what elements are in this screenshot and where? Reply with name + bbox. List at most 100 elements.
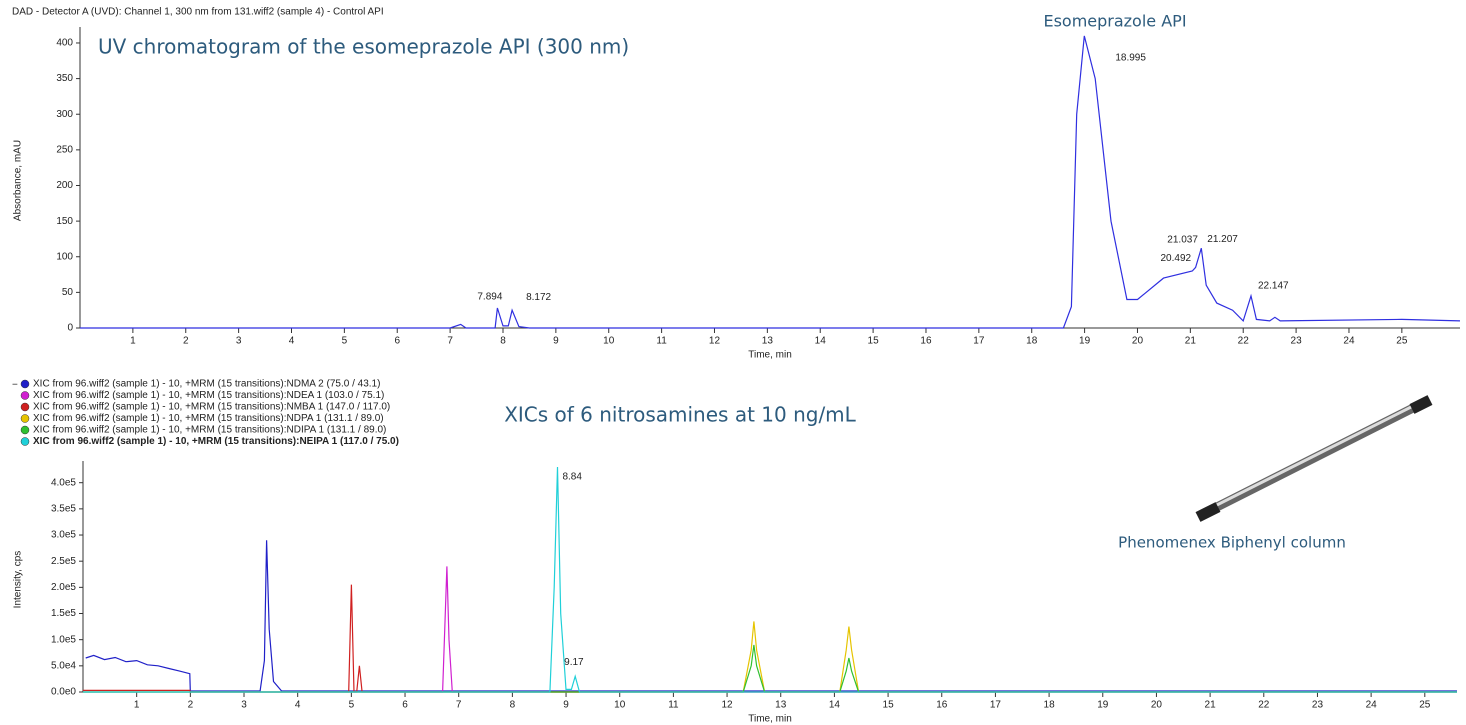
annotation: Esomeprazole API [1043,12,1186,31]
y-tick-label: 250 [56,145,73,156]
legend-label: XIC from 96.wiff2 (sample 1) - 10, +MRM … [33,413,384,424]
x-tick-label: 18 [1044,700,1056,711]
legend-marker [20,437,30,446]
x-tick-label: 21 [1185,336,1197,347]
legend-label: XIC from 96.wiff2 (sample 1) - 10, +MRM … [33,402,390,413]
x-tick-label: 1 [130,336,136,347]
x-tick-label: 6 [394,336,400,347]
peak-label: 9.17 [564,657,584,668]
y-axis-label: Absorbance, mAU [13,140,24,221]
x-tick-label: 15 [883,700,895,711]
trace [83,621,1457,693]
peak-label: 18.995 [1115,52,1146,63]
legend-label: XIC from 96.wiff2 (sample 1) - 10, +MRM … [33,390,384,401]
y-tick-label: 300 [56,109,73,120]
legend-label: XIC from 96.wiff2 (sample 1) - 10, +MRM … [33,425,386,436]
annotation: Phenomenex Biphenyl column [1118,534,1346,552]
peak-label: 22.147 [1258,281,1289,292]
x-tick-label: 15 [868,336,880,347]
x-tick-label: 9 [563,700,569,711]
y-tick-label: 2.0e5 [51,582,76,593]
x-tick-label: 24 [1366,700,1378,711]
trace [83,466,1457,693]
x-tick-label: 4 [295,700,301,711]
y-tick-label: 2.5e5 [51,556,76,567]
x-tick-label: 8 [510,700,516,711]
legend-label: XIC from 96.wiff2 (sample 1) - 10, +MRM … [33,436,399,447]
legend-marker [20,379,30,389]
legend-label: XIC from 96.wiff2 (sample 1) - 10, +MRM … [33,379,380,390]
legend-marker [20,425,30,435]
y-tick-label: 3.5e5 [51,504,76,515]
legend-marker [20,414,30,423]
x-tick-label: 2 [183,336,189,347]
peak-label: 21.037 [1167,235,1198,246]
x-tick-label: 20 [1132,336,1144,347]
x-tick-label: 19 [1097,700,1109,711]
y-axis-label: Intensity, cps [13,551,24,609]
x-axis-label: Time, min [748,714,792,725]
x-tick-label: 10 [614,700,626,711]
legend-marker [20,391,30,400]
x-tick-label: 17 [990,700,1002,711]
x-tick-label: 7 [456,700,462,711]
x-tick-label: 13 [775,700,787,711]
x-tick-label: 22 [1238,336,1250,347]
y-tick-label: 350 [56,73,73,84]
trace [83,566,1457,693]
x-tick-label: 9 [553,336,559,347]
y-tick-label: 50 [62,287,74,298]
annotation: XICs of 6 nitrosamines at 10 ng/mL [504,403,856,427]
x-tick-label: 6 [402,700,408,711]
peak-label: 20.492 [1160,253,1191,264]
y-tick-label: 0 [67,323,73,334]
x-tick-label: 13 [762,336,774,347]
x-tick-label: 5 [349,700,355,711]
x-tick-label: 3 [236,336,242,347]
y-tick-label: 200 [56,180,73,191]
x-tick-label: 11 [656,336,667,347]
y-tick-label: 4.0e5 [51,477,76,488]
peak-label: 21.207 [1207,234,1238,245]
annotation: UV chromatogram of the esomeprazole API … [98,35,629,59]
x-tick-label: 14 [815,336,827,347]
y-tick-label: 400 [56,38,73,49]
x-tick-label: 23 [1291,336,1303,347]
trace [83,584,1457,693]
peak-label: 8.84 [562,472,582,483]
x-tick-label: 4 [289,336,295,347]
x-tick-label: 22 [1258,700,1270,711]
trace [85,540,1457,692]
x-tick-label: 18 [1026,336,1038,347]
x-tick-label: 21 [1205,700,1217,711]
x-tick-label: 12 [722,700,734,711]
x-axis-label: Time, min [748,350,792,361]
y-tick-label: 150 [56,216,73,227]
x-tick-label: 16 [936,700,948,711]
x-tick-label: 12 [709,336,721,347]
legend-toggle[interactable]: − [12,380,18,391]
x-tick-label: 8 [500,336,506,347]
chart-title: DAD - Detector A (UVD): Channel 1, 300 n… [12,7,384,18]
y-tick-label: 1.5e5 [51,608,76,619]
y-tick-label: 0.0e0 [51,687,76,698]
legend-marker [20,402,30,412]
peak-label: 7.894 [477,292,502,303]
peak-label: 8.172 [526,292,551,303]
x-tick-label: 2 [188,700,194,711]
trace [83,644,1457,693]
x-tick-label: 10 [603,336,615,347]
x-tick-label: 3 [241,700,247,711]
y-tick-label: 1.0e5 [51,634,76,645]
x-tick-label: 7 [447,336,453,347]
trace [80,35,1461,329]
x-tick-label: 17 [973,336,985,347]
x-tick-label: 23 [1312,700,1324,711]
x-tick-label: 25 [1419,700,1431,711]
y-tick-label: 100 [56,251,73,262]
x-tick-label: 16 [920,336,932,347]
x-tick-label: 25 [1396,336,1408,347]
x-tick-label: 1 [134,700,140,711]
x-tick-label: 14 [829,700,841,711]
y-tick-label: 5.0e4 [51,660,76,671]
